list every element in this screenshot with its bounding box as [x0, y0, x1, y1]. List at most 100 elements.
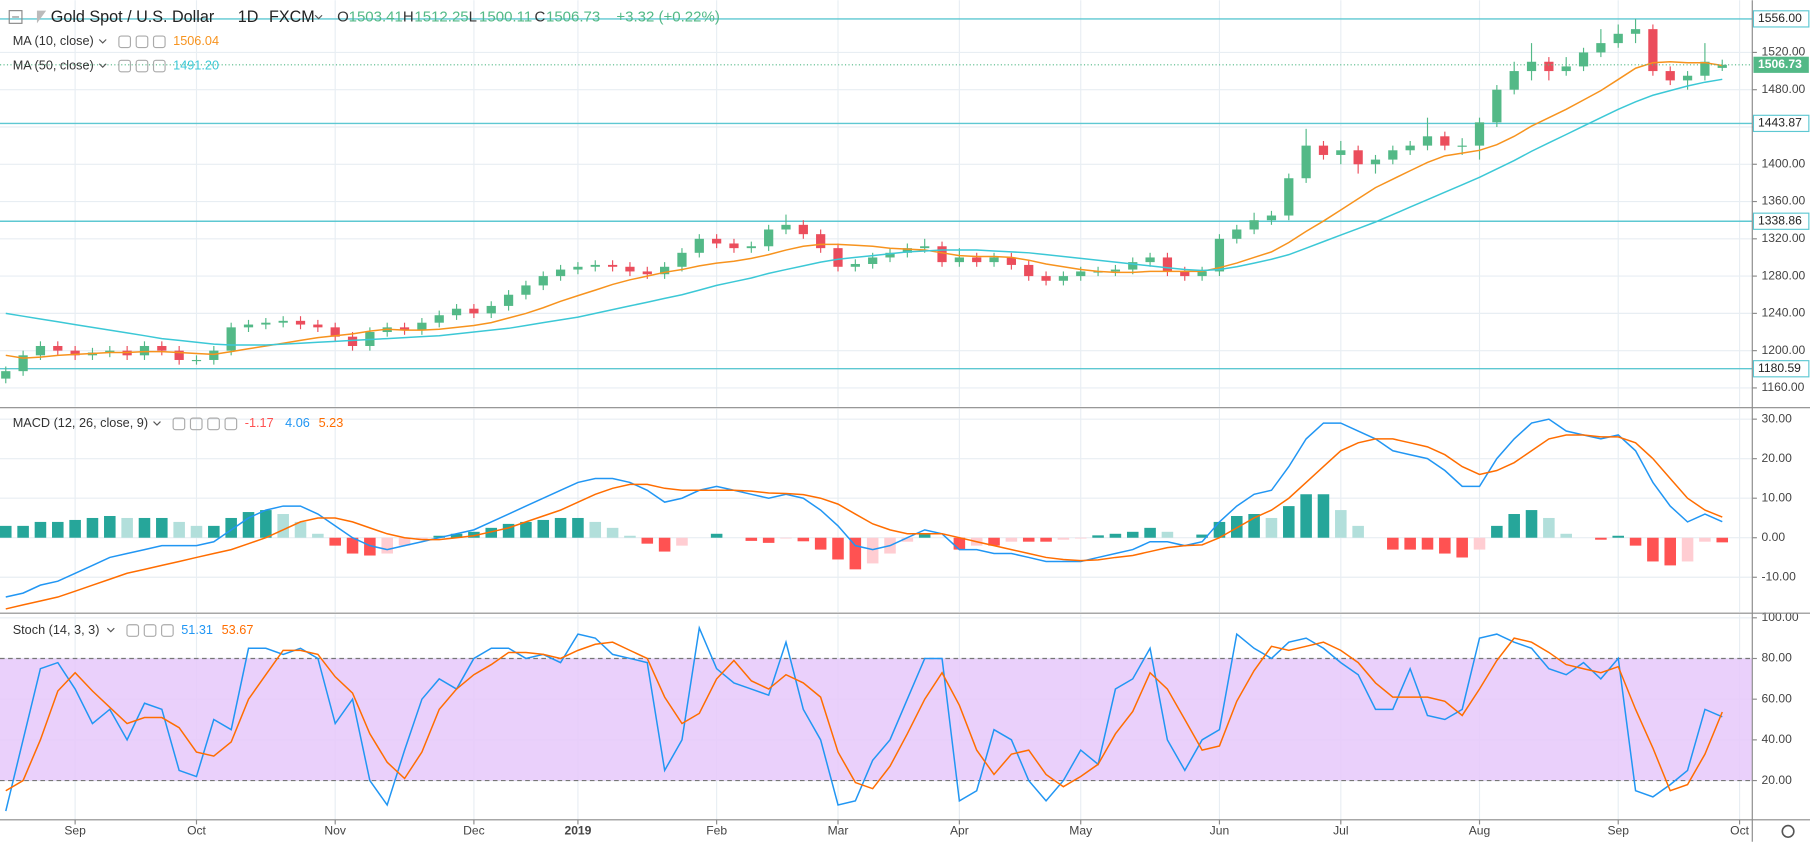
- candle-body: [295, 320, 306, 325]
- candle-body: [1110, 269, 1121, 272]
- legend-icon[interactable]: [207, 417, 220, 431]
- level-label-box: [1752, 360, 1810, 378]
- candle-body: [590, 264, 600, 267]
- histogram-bar: [797, 537, 810, 542]
- candle-body: [521, 285, 531, 295]
- legend-value: -1.17: [245, 416, 274, 430]
- y-tick-label: 1400.00: [1762, 156, 1806, 170]
- candle-body: [781, 224, 791, 230]
- caret[interactable]: [314, 14, 323, 20]
- legend-icon[interactable]: [126, 624, 140, 637]
- histogram-bar: [624, 535, 636, 538]
- candle-body: [313, 324, 323, 328]
- signal-line: [5, 434, 1723, 610]
- caret[interactable]: [98, 63, 107, 69]
- caret[interactable]: [106, 627, 115, 633]
- ohlc-value: 1503.41: [349, 9, 403, 26]
- header: Gold Spot / U.S. Dollar 1D FXCM O 1503.4…: [8, 8, 720, 26]
- histogram-bar: [1560, 533, 1572, 538]
- histogram-bar: [502, 523, 515, 538]
- legend-icon[interactable]: [161, 624, 174, 637]
- histogram-bar: [606, 527, 619, 538]
- candle-body: [53, 345, 63, 351]
- pane-title: MACD (12, 26, close, 9): [13, 416, 148, 430]
- legend-icon[interactable]: [143, 624, 157, 637]
- histogram-bar: [485, 527, 498, 538]
- settings-icon[interactable]: [1781, 824, 1795, 838]
- legend-icon[interactable]: [172, 417, 186, 431]
- histogram-bar: [1335, 510, 1347, 538]
- legend-value: 1491.20: [173, 58, 219, 72]
- caret[interactable]: [98, 39, 107, 44]
- x-tick-label: Aug: [1469, 824, 1491, 838]
- level-label-box: [1752, 114, 1810, 133]
- histogram-bar: [988, 537, 1000, 546]
- caret[interactable]: [153, 421, 161, 426]
- histogram-bar: [1473, 537, 1486, 550]
- legend-icon[interactable]: [152, 35, 166, 49]
- legend-icon[interactable]: [152, 59, 166, 73]
- ohlc-prefix: H: [403, 9, 414, 26]
- candle-body: [1422, 136, 1433, 146]
- y-tick-label: 1480.00: [1762, 82, 1806, 96]
- histogram-bar: [260, 510, 272, 538]
- pane-title: Stoch (14, 3, 3): [13, 623, 100, 637]
- y-tick-label: 1360.00: [1762, 194, 1806, 208]
- candle-body: [1301, 145, 1311, 179]
- histogram-bar: [1699, 537, 1711, 542]
- histogram-bar: [1317, 494, 1330, 538]
- candle-body: [1162, 257, 1173, 272]
- histogram-bar: [0, 525, 12, 538]
- x-tick-label: 2019: [564, 824, 591, 838]
- histogram-bar: [762, 537, 775, 543]
- legend-icon[interactable]: [224, 417, 238, 431]
- histogram-bar: [814, 537, 827, 550]
- candle-body: [972, 257, 982, 263]
- gear[interactable]: [1781, 824, 1795, 838]
- candle-body: [555, 269, 566, 277]
- y-tick-label: 1160.00: [1762, 380, 1805, 394]
- candle-body: [1388, 150, 1398, 160]
- candle-body: [35, 345, 46, 356]
- candle-body: [1665, 71, 1675, 81]
- candle-body: [816, 234, 826, 249]
- histogram-bar: [1647, 537, 1659, 562]
- y-tick-label: 20.00: [1762, 773, 1793, 787]
- ohlc-value: 1506.73: [546, 9, 600, 26]
- histogram-bar: [190, 525, 203, 538]
- stoch-d-line: [5, 637, 1723, 792]
- histogram-bar: [381, 537, 393, 554]
- candle-body: [1561, 66, 1571, 72]
- level-label: 1180.59: [1758, 361, 1801, 375]
- histogram-bar: [1664, 537, 1677, 566]
- legend-icon[interactable]: [189, 417, 203, 431]
- x-tick-label: Apr: [950, 824, 969, 838]
- candle-body: [486, 305, 496, 314]
- candle-body: [1370, 159, 1381, 165]
- legend-icon[interactable]: [135, 59, 149, 73]
- last-price-box: [1753, 56, 1809, 73]
- histogram-bar: [121, 517, 133, 538]
- histogram-bar: [34, 521, 47, 538]
- interval[interactable]: 1D: [238, 8, 259, 26]
- legend-name: MA (50, close): [13, 58, 94, 72]
- histogram-bar: [1508, 514, 1520, 538]
- histogram-bar: [1265, 517, 1278, 538]
- candle-body: [1405, 145, 1415, 151]
- histogram-bar: [450, 533, 463, 538]
- candle-body: [868, 257, 878, 264]
- legend-icon[interactable]: [135, 35, 149, 49]
- macd-line: [5, 418, 1723, 598]
- histogram-bar: [1231, 515, 1243, 538]
- histogram-bar: [69, 519, 81, 538]
- symbol-title[interactable]: Gold Spot / U.S. Dollar: [51, 8, 215, 26]
- legend-icon[interactable]: [118, 35, 132, 49]
- histogram-bar: [832, 537, 844, 560]
- histogram-bar: [346, 537, 359, 554]
- histogram-bar: [745, 537, 758, 541]
- legend-icon[interactable]: [118, 59, 132, 73]
- histogram-bar: [1300, 494, 1312, 538]
- histogram-bar: [1716, 537, 1729, 543]
- candle-body: [451, 308, 462, 316]
- collapse-button[interactable]: [8, 10, 23, 24]
